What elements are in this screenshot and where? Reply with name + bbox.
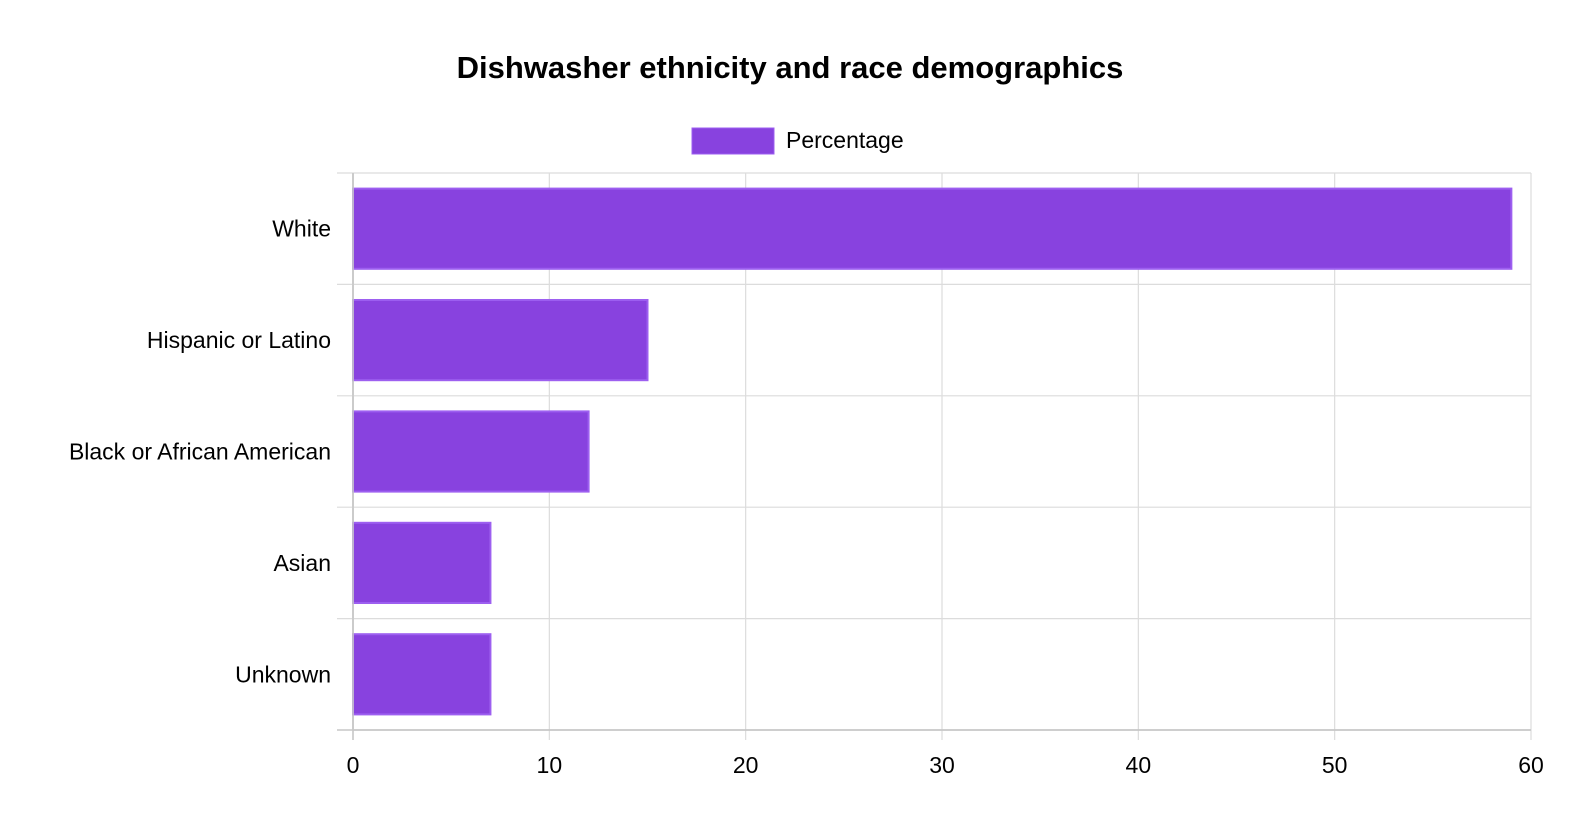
x-tick-label: 20 [733, 752, 759, 778]
bar[interactable] [352, 187, 1513, 270]
x-tick-label: 0 [347, 752, 360, 778]
bar[interactable] [352, 298, 649, 382]
x-tick-label: 60 [1518, 752, 1544, 778]
bar[interactable] [352, 633, 492, 716]
legend[interactable]: Percentage [691, 127, 904, 155]
y-category-label: White [272, 216, 331, 242]
x-tick-label: 50 [1322, 752, 1348, 778]
y-category-label: Unknown [235, 661, 331, 687]
legend-label: Percentage [786, 127, 904, 153]
axes [352, 173, 1531, 731]
y-category-label: Hispanic or Latino [147, 327, 331, 353]
x-tick-label: 30 [929, 752, 955, 778]
x-tick-label: 10 [537, 752, 563, 778]
bars [352, 187, 1513, 716]
chart-title: Dishwasher ethnicity and race demographi… [457, 50, 1124, 85]
y-category-label: Asian [273, 550, 331, 576]
bar[interactable] [352, 521, 492, 605]
legend-swatch [691, 127, 775, 155]
x-tick-label: 40 [1126, 752, 1152, 778]
y-category-label: Black or African American [69, 439, 331, 465]
axis-labels: 0 10 20 30 40 50 60 White Hispanic or Latino Blac… [69, 216, 1544, 778]
bar[interactable] [352, 410, 590, 493]
